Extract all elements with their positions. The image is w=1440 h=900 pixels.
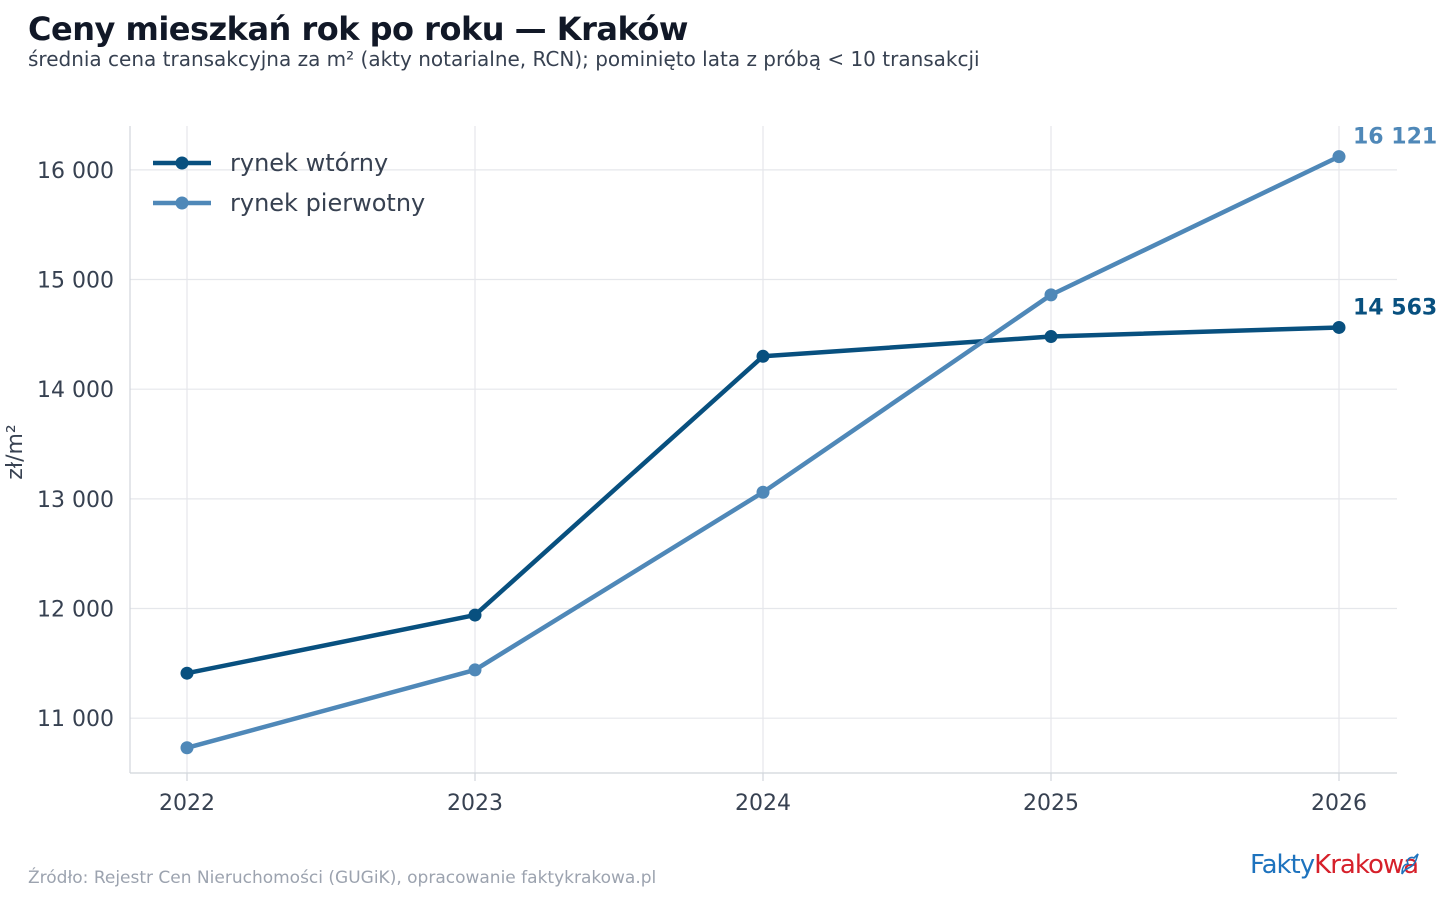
data-point <box>468 663 482 677</box>
y-tick-label: 12 000 <box>37 598 114 623</box>
logo-part-fakty: Fakty <box>1250 850 1315 880</box>
end-value-label: 14 563 <box>1353 295 1437 320</box>
x-tick-label: 2024 <box>735 791 791 816</box>
data-point <box>756 349 770 363</box>
x-tick-label: 2023 <box>447 791 503 816</box>
x-tick-label: 2026 <box>1311 791 1367 816</box>
y-tick-label: 13 000 <box>37 488 114 513</box>
legend-marker <box>175 196 189 210</box>
data-point <box>180 741 194 755</box>
legend-label: rynek pierwotny <box>230 189 425 217</box>
x-tick-label: 2022 <box>159 791 215 816</box>
y-tick-label: 14 000 <box>37 378 114 403</box>
y-tick-label: 15 000 <box>37 269 114 294</box>
data-point <box>1332 150 1346 164</box>
end-value-label: 16 121 <box>1353 125 1437 150</box>
data-point <box>1044 330 1058 344</box>
y-tick-label: 16 000 <box>37 159 114 184</box>
data-point <box>1044 288 1058 302</box>
x-tick-label: 2025 <box>1023 791 1079 816</box>
faktykrakowa-logo: FaktyKrakowa <box>1250 850 1419 880</box>
y-tick-label: 11 000 <box>37 707 114 732</box>
data-point <box>180 666 194 680</box>
logo-part-krakowa: Krakowa <box>1314 850 1419 880</box>
chart-subtitle: średnia cena transakcyjna za m² (akty no… <box>28 47 980 71</box>
legend-marker <box>175 156 189 170</box>
chart-title: Ceny mieszkań rok po roku — Kraków <box>28 10 688 48</box>
y-axis-label: zł/m² <box>3 424 28 479</box>
dragon-icon <box>1401 853 1419 875</box>
data-point <box>756 485 770 499</box>
legend-label: rynek wtórny <box>230 149 388 177</box>
data-point <box>1332 320 1346 334</box>
source-note: Źródło: Rejestr Cen Nieruchomości (GUGiK… <box>28 868 657 888</box>
data-point <box>468 608 482 622</box>
